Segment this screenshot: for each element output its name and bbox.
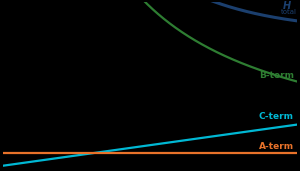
Text: C-term: C-term	[259, 112, 294, 121]
Text: B-term: B-term	[259, 71, 294, 80]
Text: total: total	[281, 9, 297, 15]
Text: H: H	[283, 1, 291, 11]
Text: A-term: A-term	[259, 142, 294, 151]
